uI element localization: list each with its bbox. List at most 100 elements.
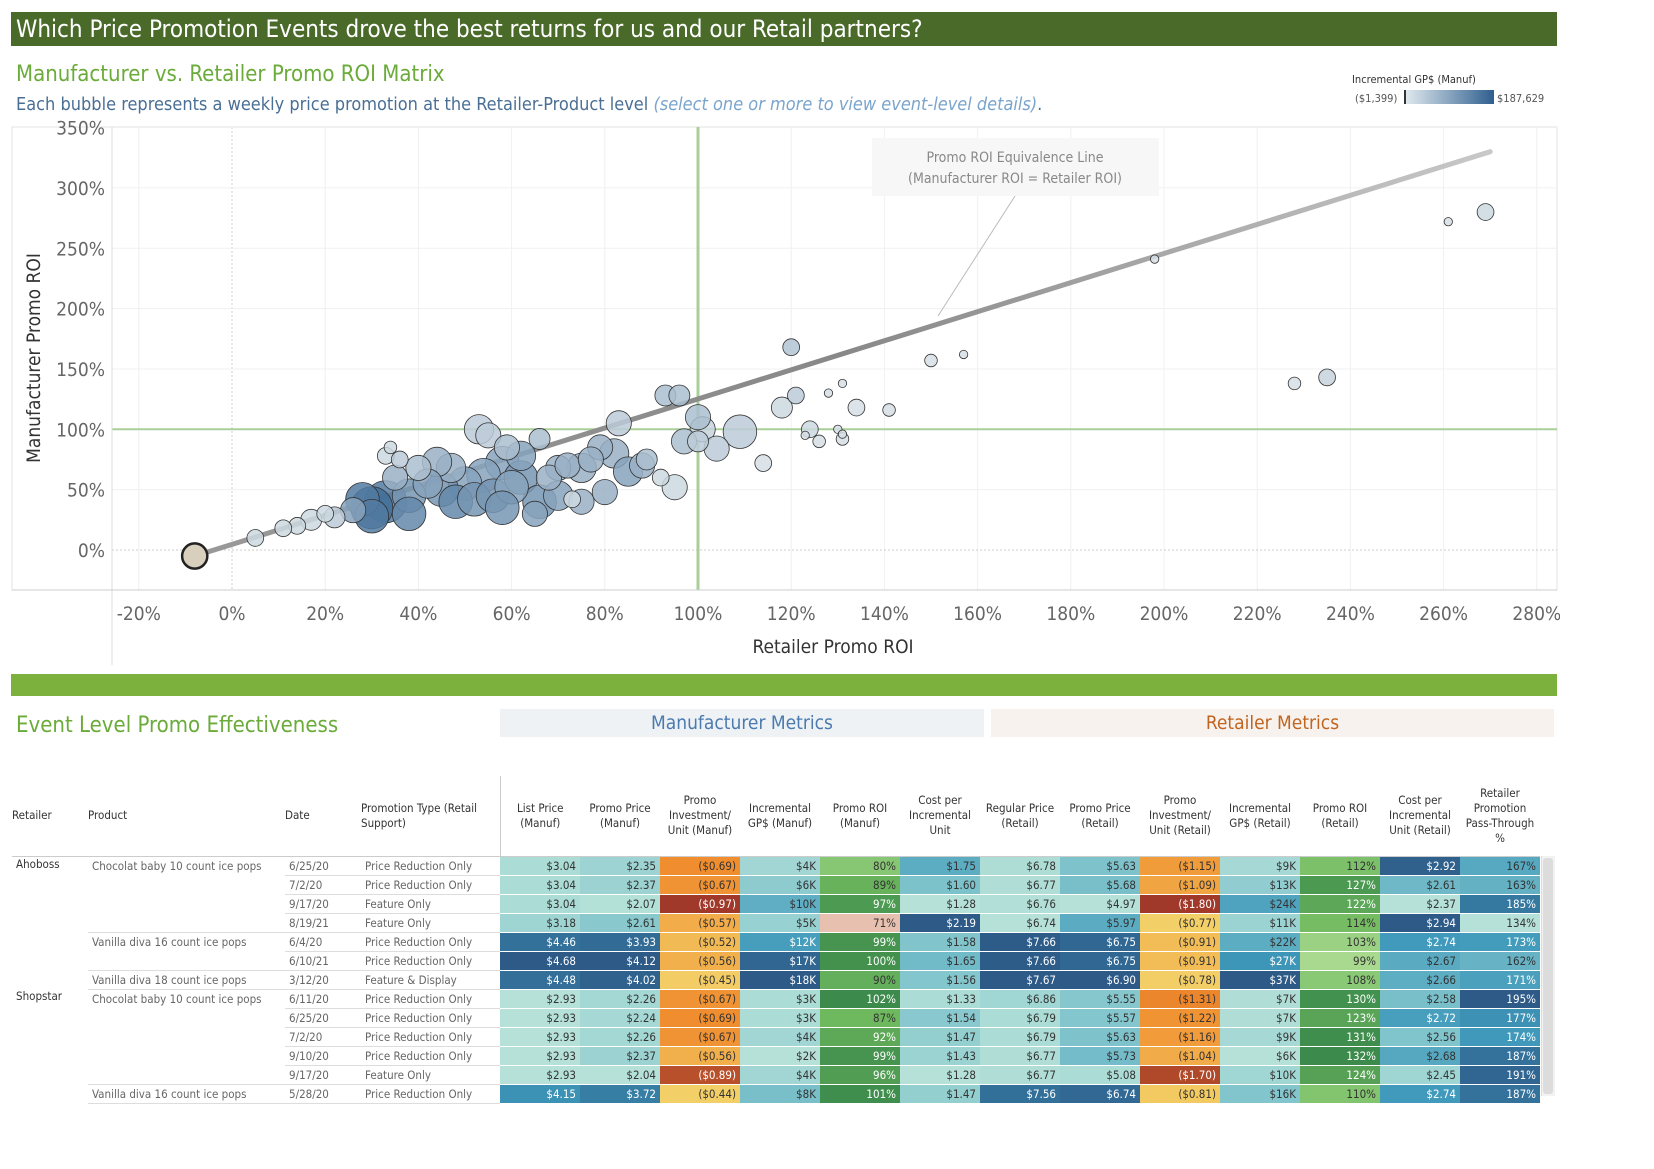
- column-header[interactable]: Promo Price (Manuf): [580, 776, 660, 857]
- column-header[interactable]: List Price (Manuf): [499, 776, 580, 857]
- column-header[interactable]: Regular Price (Retail): [980, 776, 1060, 857]
- column-header[interactable]: Retailer: [12, 776, 88, 857]
- table-row[interactable]: Vanilla diva 18 count ice pops 3/12/20 Fea…: [12, 970, 1540, 990]
- metric-cell: $5.73: [1060, 1046, 1140, 1066]
- bubble[interactable]: [563, 490, 581, 509]
- table-row[interactable]: 8/19/21 Feature Only $3.18 $2.61 ($0.57) $5K 7…: [12, 913, 1540, 933]
- bubble[interactable]: [812, 434, 826, 449]
- bubble[interactable]: [847, 398, 866, 417]
- bubble[interactable]: [800, 430, 810, 440]
- bubble[interactable]: [770, 396, 793, 419]
- bubble[interactable]: [837, 378, 848, 389]
- metric-cell: $10K: [1220, 1065, 1300, 1085]
- metric-cell: $3K: [740, 1008, 820, 1028]
- x-tick-label: 40%: [399, 603, 437, 625]
- bubble[interactable]: [180, 542, 209, 570]
- metric-cell: $4.15: [500, 1084, 580, 1104]
- bubble[interactable]: [1150, 254, 1160, 264]
- column-header[interactable]: Incremental GP$ (Retail): [1220, 776, 1300, 857]
- table-row[interactable]: Ahoboss Chocolat baby 10 count ice pops 6/…: [12, 856, 1540, 876]
- bubble[interactable]: [383, 440, 398, 455]
- metric-cell: $12K: [740, 932, 820, 952]
- column-header[interactable]: Cost per Incremental Unit (Retail): [1380, 776, 1460, 857]
- bubble[interactable]: [591, 479, 618, 506]
- x-tick-label: 80%: [586, 603, 624, 625]
- column-header[interactable]: Incremental GP$ (Manuf): [740, 776, 820, 857]
- column-header[interactable]: Promo Price (Retail): [1060, 776, 1140, 857]
- bubble[interactable]: [485, 490, 520, 525]
- roi-scatter-chart[interactable]: Promo ROI Equivalence Line (Manufacturer …: [0, 120, 1560, 670]
- column-header[interactable]: Product: [88, 776, 285, 857]
- promotion-type-cell: Price Reduction Only: [361, 932, 500, 952]
- bubble[interactable]: [1476, 203, 1495, 221]
- bubble[interactable]: [246, 529, 265, 547]
- table-row[interactable]: 7/2/20 Price Reduction Only $2.93 $2.26 ($0.…: [12, 1027, 1540, 1047]
- bubble[interactable]: [1318, 368, 1336, 387]
- bubble[interactable]: [787, 386, 805, 405]
- table-row[interactable]: 9/17/20 Feature Only $3.04 $2.07 ($0.97) $10K…: [12, 894, 1540, 914]
- table-row[interactable]: 9/10/20 Price Reduction Only $2.93 $2.37 ($0…: [12, 1046, 1540, 1066]
- column-header[interactable]: Promotion Type (Retail Support): [361, 776, 500, 857]
- column-header[interactable]: Date: [285, 776, 361, 857]
- bubble[interactable]: [754, 454, 773, 472]
- bubble[interactable]: [535, 464, 562, 491]
- table-row[interactable]: 6/10/21 Price Reduction Only $4.68 $4.12 ($0…: [12, 951, 1540, 971]
- bubble[interactable]: [782, 338, 800, 357]
- bubble[interactable]: [521, 500, 548, 527]
- bubble[interactable]: [605, 410, 632, 437]
- column-header[interactable]: Cost per Incremental Unit: [900, 776, 980, 857]
- scrollbar-thumb[interactable]: [1543, 858, 1553, 1094]
- bubble[interactable]: [391, 496, 427, 531]
- metric-cell: $3K: [740, 989, 820, 1009]
- bubble[interactable]: [882, 403, 896, 417]
- column-header[interactable]: Retailer Promotion Pass-Through %: [1460, 776, 1540, 857]
- bubble[interactable]: [1443, 217, 1453, 227]
- promotion-type-cell: Price Reduction Only: [361, 1046, 500, 1066]
- bubble[interactable]: [390, 450, 409, 469]
- bubble[interactable]: [405, 454, 432, 481]
- bubble[interactable]: [1287, 376, 1302, 391]
- table-row[interactable]: Vanilla diva 16 count ice pops 5/28/20 Pri…: [12, 1084, 1540, 1104]
- table-header-row: Retailer Product Date Promotion Type (Retai…: [12, 776, 1540, 857]
- table-row[interactable]: 9/17/20 Feature Only $2.93 $2.04 ($0.89) $4K 9…: [12, 1065, 1540, 1085]
- bubble[interactable]: [316, 504, 335, 523]
- bubble[interactable]: [837, 429, 848, 439]
- column-header[interactable]: Promo ROI (Retail): [1300, 776, 1380, 857]
- metric-cell: $5K: [740, 913, 820, 933]
- bubble[interactable]: [475, 422, 502, 449]
- bubble[interactable]: [722, 414, 758, 449]
- product-cell: [88, 1046, 285, 1065]
- bubble[interactable]: [924, 353, 938, 368]
- bubble[interactable]: [493, 434, 520, 461]
- bubble[interactable]: [651, 468, 670, 487]
- bubble[interactable]: [687, 430, 709, 453]
- date-cell: 6/25/20: [285, 1008, 361, 1028]
- metric-cell: $2.19: [900, 913, 980, 933]
- metric-cell: ($1.80): [1140, 894, 1220, 914]
- column-header[interactable]: Promo Investment/ Unit (Retail): [1140, 776, 1220, 857]
- table-row[interactable]: Vanilla diva 16 count ice pops 6/4/20 Pric…: [12, 932, 1540, 952]
- bubble[interactable]: [274, 519, 293, 538]
- table-row[interactable]: Shopstar Chocolat baby 10 count ice pops 6…: [12, 989, 1540, 1009]
- metric-cell: $2.61: [1380, 875, 1460, 895]
- product-cell: [88, 1008, 285, 1027]
- legend-color-ramp[interactable]: [1404, 90, 1494, 104]
- metric-cell: $1.43: [900, 1046, 980, 1066]
- bubble[interactable]: [823, 388, 834, 398]
- bubble[interactable]: [554, 452, 581, 479]
- bubble[interactable]: [959, 349, 969, 360]
- metric-cell: $6.74: [1060, 1084, 1140, 1104]
- bubble[interactable]: [668, 384, 691, 407]
- bubble[interactable]: [685, 404, 712, 431]
- bubble[interactable]: [577, 446, 604, 473]
- column-header[interactable]: Promo ROI (Manuf): [820, 776, 900, 857]
- bubble[interactable]: [635, 448, 658, 471]
- metric-cell: $2.93: [500, 1046, 580, 1066]
- x-tick-label: 100%: [674, 603, 723, 625]
- bubble[interactable]: [382, 464, 409, 491]
- bubble[interactable]: [528, 428, 551, 450]
- table-row[interactable]: 7/2/20 Price Reduction Only $3.04 $2.37 ($0.…: [12, 875, 1540, 895]
- table-row[interactable]: 6/25/20 Price Reduction Only $2.93 $2.24 ($0…: [12, 1008, 1540, 1028]
- column-header[interactable]: Promo Investment/ Unit (Manuf): [660, 776, 740, 857]
- metric-cell: ($0.45): [660, 970, 740, 990]
